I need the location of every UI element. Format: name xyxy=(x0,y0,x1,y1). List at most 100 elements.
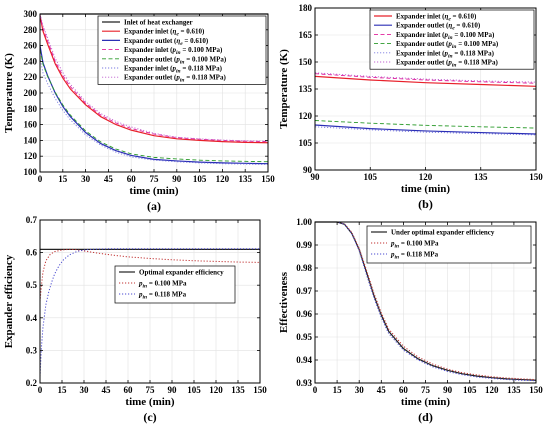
y-tick-label: 0.99 xyxy=(296,240,312,250)
legend-entry-2: Expander outlet (ηe = 0.610) xyxy=(396,22,481,32)
series-line-5 xyxy=(314,126,537,136)
series-line-4 xyxy=(314,120,537,129)
y-tick-label: 240 xyxy=(24,56,38,66)
series-line-6 xyxy=(39,57,269,165)
x-tick-label: 30 xyxy=(80,385,90,395)
x-tick-label: 120 xyxy=(209,385,223,395)
x-tick-label: 105 xyxy=(187,385,201,395)
x-tick-label: 60 xyxy=(127,174,137,184)
y-tick-label: 180 xyxy=(24,104,38,114)
series-line-3 xyxy=(39,248,260,377)
y-tick-label: 0.96 xyxy=(296,309,312,319)
legend-entry-2: pin = 0.100 MPa xyxy=(138,280,187,290)
panel-label: (c) xyxy=(143,410,156,424)
legend-entry-1: Expander inlet (ηe = 0.610) xyxy=(396,13,477,23)
series-line-1 xyxy=(315,221,537,381)
x-tick-label: 75 xyxy=(421,385,431,395)
x-tick-label: 15 xyxy=(58,385,68,395)
x-tick-label: 0 xyxy=(313,385,318,395)
legend-entry-4: Expander outlet (pin = 0.100 MPa) xyxy=(396,40,499,50)
legend-entry-3: Expander outlet (ηe = 0.610) xyxy=(124,37,209,47)
x-axis-label: time (min) xyxy=(401,183,451,195)
x-tick-label: 105 xyxy=(463,385,477,395)
x-tick-label: 135 xyxy=(474,172,488,182)
y-tick-label: 1.00 xyxy=(296,217,312,227)
y-tick-label: 0.3 xyxy=(26,345,38,355)
panel-label: (d) xyxy=(418,410,433,424)
y-tick-label: 0.97 xyxy=(296,286,312,296)
legend-box xyxy=(97,15,267,85)
x-tick-label: 90 xyxy=(172,174,182,184)
legend-entry-3: pin = 0.118 MPa xyxy=(138,291,187,301)
x-tick-label: 75 xyxy=(146,385,156,395)
x-tick-label: 60 xyxy=(399,385,409,395)
y-tick-label: 150 xyxy=(299,57,313,67)
series-line-3 xyxy=(315,221,537,382)
x-tick-label: 120 xyxy=(419,172,433,182)
legend: Optimal expander efficiency pin = 0.100 M… xyxy=(114,265,236,304)
y-axis-label: Effectiveness xyxy=(278,271,290,333)
legend-box xyxy=(369,9,535,70)
x-tick-label: 30 xyxy=(81,174,91,184)
legend-entry-1: Optimal expander efficiency xyxy=(139,269,224,277)
y-tick-label: 260 xyxy=(24,41,38,51)
y-tick-label: 105 xyxy=(299,138,313,148)
y-tick-label: 100 xyxy=(24,167,38,177)
series-line-6 xyxy=(314,72,537,83)
panel-label: (a) xyxy=(147,199,161,213)
x-axis-label: time (min) xyxy=(125,396,175,408)
y-tick-label: 0.95 xyxy=(296,332,312,342)
y-tick-label: 0.2 xyxy=(26,378,38,388)
y-tick-label: 120 xyxy=(24,151,38,161)
x-tick-label: 150 xyxy=(253,385,267,395)
legend-entry-4: Expander inlet (pin = 0.100 MPa) xyxy=(124,46,223,56)
legend-box xyxy=(366,225,532,264)
y-tick-label: 160 xyxy=(24,120,38,130)
legend-entry-6: Expander outlet (pin = 0.118 MPa) xyxy=(396,59,498,69)
y-tick-label: 165 xyxy=(299,30,313,40)
chart-panel-4: 0 15 30 45 60 75 90 105 120 135 150 0.93 0.94 0.95 0.9… xyxy=(278,217,543,424)
y-tick-label: 0.6 xyxy=(26,248,38,258)
x-axis-label: time (min) xyxy=(401,396,451,408)
y-tick-label: 220 xyxy=(24,72,38,82)
legend-entry-3: Expander inlet (pin = 0.100 MPa) xyxy=(396,31,495,41)
y-tick-label: 0.4 xyxy=(26,313,38,323)
x-tick-label: 90 xyxy=(311,172,321,182)
y-tick-label: 300 xyxy=(24,9,38,19)
x-tick-label: 135 xyxy=(238,174,252,184)
legend-entry-6: Expander inlet (pin = 0.118 MPa) xyxy=(124,65,223,75)
series-line-4 xyxy=(39,14,269,143)
y-axis-label: Temperature (K) xyxy=(3,53,15,133)
legend-entry-5: Expander outlet (pin = 0.100 MPa) xyxy=(124,55,227,65)
x-tick-label: 150 xyxy=(261,174,275,184)
series-line-2 xyxy=(314,124,537,135)
y-tick-label: 180 xyxy=(299,3,313,13)
x-tick-label: 45 xyxy=(102,385,112,395)
y-tick-label: 200 xyxy=(24,88,38,98)
x-tick-label: 75 xyxy=(150,174,160,184)
x-tick-label: 120 xyxy=(216,174,230,184)
legend-entry-5: Expander inlet (pin = 0.118 MPa) xyxy=(396,49,495,59)
chart-panel-1: 0 15 30 45 60 75 90 105 120 135 150 100 120 140 160 180… xyxy=(3,9,275,213)
x-tick-label: 30 xyxy=(355,385,365,395)
chart-panel-3: 0 15 30 45 60 75 90 105 120 135 150 0.2 0.3 0.4 0.5 0.6… xyxy=(3,215,267,424)
y-tick-label: 0.7 xyxy=(26,215,38,225)
x-tick-label: 0 xyxy=(38,385,43,395)
x-tick-label: 150 xyxy=(529,172,543,182)
y-tick-label: 0.98 xyxy=(296,263,312,273)
legend-entry-1: Inlet of heat exchanger xyxy=(124,19,193,27)
x-tick-label: 105 xyxy=(193,174,207,184)
y-tick-label: 140 xyxy=(24,135,38,145)
x-tick-label: 150 xyxy=(529,385,543,395)
x-tick-label: 90 xyxy=(443,385,453,395)
x-tick-label: 15 xyxy=(58,174,68,184)
y-axis-label: Expander efficiency xyxy=(3,254,15,348)
x-tick-label: 120 xyxy=(485,385,499,395)
y-tick-label: 0.5 xyxy=(26,280,38,290)
y-tick-label: 135 xyxy=(299,84,313,94)
panel-label: (b) xyxy=(418,197,433,211)
legend-entry-3: pin = 0.118 MPa xyxy=(390,251,439,261)
x-tick-label: 60 xyxy=(124,385,134,395)
